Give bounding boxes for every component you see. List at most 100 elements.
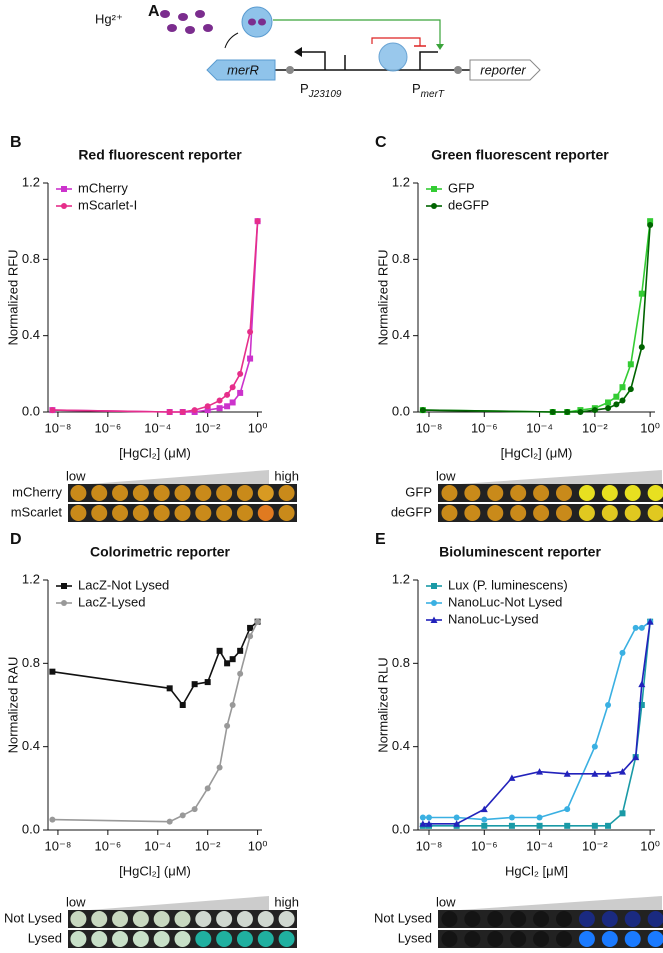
series-line [52, 221, 259, 413]
x-tick-label: 10⁻⁴ [526, 420, 553, 435]
well [112, 911, 129, 927]
well [91, 505, 108, 521]
point [508, 814, 515, 821]
well [91, 485, 108, 501]
point [166, 409, 173, 415]
point [604, 770, 612, 777]
point [591, 743, 598, 750]
well [556, 485, 572, 501]
y-axis-title: Normalized RFU [5, 249, 20, 345]
well [153, 931, 170, 947]
strip-row-label: GFP [405, 484, 432, 499]
point [605, 399, 612, 406]
point [536, 822, 543, 829]
point [536, 768, 544, 775]
y-axis-title: Normalized RAU [5, 657, 20, 754]
point [638, 680, 646, 688]
point [49, 668, 56, 675]
legend-label: mCherry [78, 180, 128, 195]
strip-high: high [274, 894, 299, 909]
y-tick-label: 0.8 [22, 655, 40, 670]
point [224, 391, 231, 398]
point [638, 624, 645, 631]
x-tick-label: 10⁻⁶ [95, 420, 122, 435]
promoter-sub: merT [421, 89, 445, 100]
well [257, 505, 274, 521]
point [191, 806, 198, 813]
point [646, 618, 654, 625]
well [195, 911, 212, 927]
y-tick-label: 1.2 [22, 174, 40, 189]
well [132, 505, 149, 521]
series-line [422, 621, 651, 827]
point [204, 407, 211, 414]
x-tick-label: 10⁻² [195, 838, 221, 853]
point [605, 702, 612, 708]
promoter [419, 51, 438, 70]
well [441, 931, 458, 947]
diagram: A Hg²⁺ merR reporter PJ23109 PmerT [95, 3, 541, 100]
chart-title: Bioluminescent reporter [439, 544, 601, 560]
legend-marker [430, 616, 438, 623]
strip-row-label: Not Lysed [374, 910, 432, 925]
point [254, 218, 261, 225]
point [480, 805, 488, 813]
well [236, 931, 253, 947]
legend-label: LacZ-Lysed [78, 594, 145, 609]
well [647, 485, 663, 501]
point [481, 822, 488, 829]
legend-marker [61, 583, 67, 589]
legend-label: deGFP [448, 197, 489, 212]
point [204, 679, 211, 686]
point [425, 820, 433, 827]
point [619, 649, 626, 656]
well [601, 505, 618, 521]
legend-marker [61, 186, 67, 192]
y-tick-label: 0.8 [392, 655, 410, 670]
point [508, 774, 516, 781]
point [254, 618, 261, 625]
y-tick-label: 0.4 [392, 738, 410, 753]
chart-title: Colorimetric reporter [90, 544, 231, 560]
well [132, 485, 149, 501]
point [229, 656, 236, 663]
arrow [224, 32, 239, 49]
well [578, 505, 595, 521]
protein [378, 42, 408, 72]
well [647, 931, 663, 947]
point [564, 822, 571, 829]
well [216, 911, 233, 927]
well [624, 911, 641, 927]
panel-label: E [375, 531, 386, 548]
point [481, 816, 488, 823]
gradient-wedge [90, 896, 269, 910]
legend-label: mScarlet-I [78, 197, 137, 212]
y-tick-label: 0.4 [392, 327, 410, 342]
point [619, 810, 626, 817]
point [224, 722, 231, 729]
well [624, 485, 641, 501]
point [591, 407, 598, 414]
promoter-name: P [412, 81, 421, 96]
point [618, 768, 626, 775]
well [624, 931, 641, 947]
y-axis-title: Normalized RLU [375, 657, 390, 752]
chart-title: Green fluorescent reporter [431, 147, 609, 163]
well [556, 505, 572, 521]
point [577, 409, 584, 415]
point [237, 670, 244, 677]
chart-title: Red fluorescent reporter [78, 147, 242, 163]
y-tick-label: 1.2 [22, 571, 40, 586]
well [601, 931, 618, 947]
well [278, 485, 295, 501]
point [564, 806, 571, 813]
terminator [286, 66, 294, 74]
well [510, 505, 527, 521]
well [174, 485, 191, 501]
well [464, 911, 481, 927]
point [224, 660, 231, 667]
point [229, 702, 236, 708]
series-line [422, 224, 651, 413]
point [638, 344, 645, 351]
legend-marker [61, 600, 67, 606]
